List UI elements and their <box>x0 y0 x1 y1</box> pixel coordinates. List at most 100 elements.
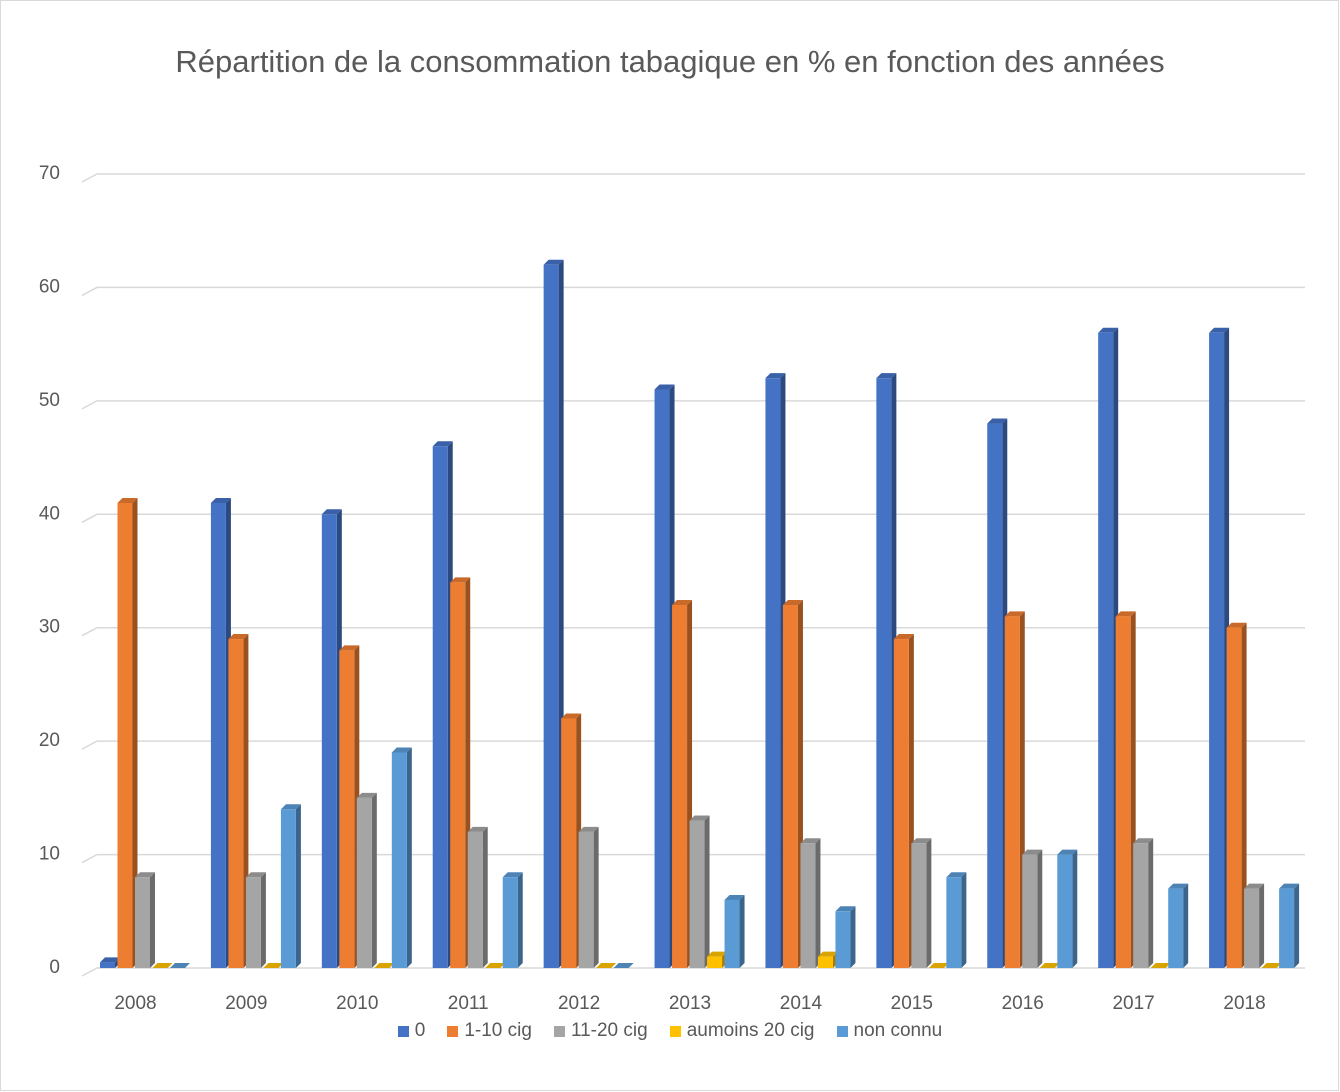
y-tick-label: 20 <box>39 730 60 751</box>
bar-side <box>371 792 377 968</box>
bar <box>1057 854 1073 968</box>
bar <box>911 843 927 968</box>
bar <box>450 582 466 968</box>
bar-side <box>1148 838 1154 968</box>
bar <box>835 911 851 968</box>
bar <box>578 831 594 968</box>
x-tick-label: 2017 <box>1112 993 1154 1014</box>
legend-swatch <box>447 1025 459 1037</box>
bar-top <box>356 792 377 798</box>
x-tick-label: 2016 <box>1002 993 1044 1014</box>
bar <box>100 962 115 968</box>
bar-side <box>926 838 932 968</box>
x-tick-label: 2018 <box>1223 993 1265 1014</box>
bar-top <box>1244 883 1265 889</box>
bar-top <box>1098 327 1119 333</box>
bar <box>432 446 448 968</box>
bar-top <box>280 804 301 810</box>
bar-side <box>1294 883 1300 968</box>
bar-side <box>1072 849 1078 968</box>
bar-side <box>517 872 523 968</box>
bar-side <box>704 815 710 968</box>
bar <box>707 956 723 968</box>
bar-side <box>1241 622 1247 968</box>
bar <box>1209 332 1225 968</box>
bar <box>245 877 261 968</box>
bar-top <box>800 838 821 844</box>
bar-top <box>613 963 634 968</box>
x-tick-label: 2014 <box>780 993 823 1014</box>
bar-top <box>578 826 599 832</box>
legend-label: 0 <box>414 1020 426 1041</box>
legend-swatch <box>836 1025 848 1037</box>
bar-side <box>1037 849 1043 968</box>
bar-top <box>689 815 710 821</box>
bar-top <box>1133 838 1154 844</box>
bar-top <box>374 963 395 968</box>
bar <box>228 639 244 968</box>
bar <box>339 650 355 968</box>
bar <box>654 389 670 968</box>
bar-top <box>835 906 856 912</box>
y-tick-label: 70 <box>39 163 60 184</box>
bar-side <box>482 826 488 968</box>
legend-label: non connu <box>853 1020 943 1041</box>
bar-side <box>739 894 745 968</box>
bar-side <box>260 872 266 968</box>
bar-top <box>1115 611 1136 617</box>
bar-side <box>132 497 138 968</box>
bar-top <box>724 894 745 900</box>
bar <box>817 956 833 968</box>
x-tick-label: 2015 <box>891 993 933 1014</box>
bar <box>1098 332 1114 968</box>
bar-top <box>263 963 284 968</box>
bar-side <box>150 872 155 968</box>
grid-line <box>81 286 1305 297</box>
bar-top <box>707 951 728 957</box>
bar-top <box>987 418 1008 424</box>
bar-top <box>782 600 803 606</box>
bar-top <box>946 872 967 878</box>
x-tick-label: 2012 <box>558 993 600 1014</box>
bar-top <box>432 441 453 447</box>
bar-top <box>1209 327 1230 333</box>
bar <box>135 877 150 968</box>
bar <box>1279 888 1295 968</box>
bar-top <box>911 838 932 844</box>
bar-top <box>876 373 897 379</box>
legend-label: 11-20 cig <box>570 1020 648 1041</box>
bar-top <box>1261 963 1282 968</box>
chart-title: Répartition de la consommation tabagique… <box>175 44 1165 79</box>
bar <box>876 378 892 969</box>
bar-side <box>593 826 599 968</box>
bar <box>765 378 781 969</box>
bar-top <box>321 509 342 515</box>
bar-top <box>1039 963 1060 968</box>
legend-item: aumoins 20 cig <box>669 1020 815 1042</box>
bar-top <box>339 645 360 651</box>
bar-top <box>117 497 138 503</box>
bar <box>1244 888 1260 968</box>
bar-top <box>596 963 617 968</box>
bar <box>893 639 909 968</box>
grid-line <box>81 626 1305 637</box>
bar <box>117 502 133 968</box>
bar-top <box>1057 849 1078 855</box>
bar <box>800 843 816 968</box>
grid-line <box>81 400 1305 410</box>
bar <box>782 605 798 968</box>
bar <box>1004 616 1020 968</box>
bar <box>1226 627 1242 968</box>
bar-top <box>1022 849 1043 855</box>
bar-side <box>1259 883 1265 968</box>
bar <box>543 264 559 968</box>
bar-top <box>928 963 949 968</box>
bar-top <box>561 713 582 719</box>
bar <box>280 809 296 968</box>
y-tick-label: 10 <box>39 844 60 865</box>
bar <box>672 605 688 968</box>
bar-side <box>815 838 821 968</box>
bar-top <box>135 872 155 878</box>
legend-label: 1-10 cig <box>464 1020 532 1041</box>
